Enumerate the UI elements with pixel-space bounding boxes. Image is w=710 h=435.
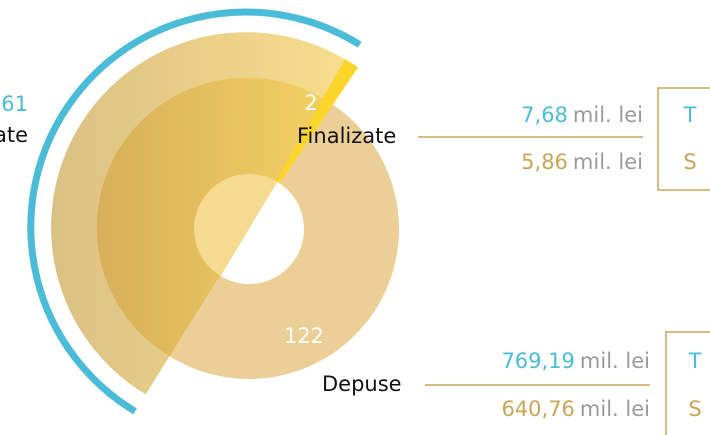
polar-chart: [27, 8, 399, 415]
value: 7,68: [521, 103, 568, 127]
hole-right: [220, 181, 304, 284]
box: [657, 87, 710, 191]
unit: mil. lei: [580, 349, 650, 373]
left-label: ate: [0, 123, 28, 147]
amount: 769,19 mil. lei: [501, 349, 650, 373]
amount: 5,86 mil. lei: [521, 150, 643, 174]
depuse-count: 122: [284, 324, 324, 348]
code: S: [683, 150, 696, 174]
finalizate-count: 2: [304, 91, 317, 115]
value: 640,76: [501, 397, 574, 421]
code: S: [688, 397, 701, 421]
unit: mil. lei: [573, 150, 643, 174]
depuse-label: Depuse: [322, 372, 402, 396]
amount: 7,68 mil. lei: [521, 103, 643, 127]
box: [665, 331, 710, 435]
value: 5,86: [521, 150, 568, 174]
value: 769,19: [501, 349, 574, 373]
finalizate-label: Finalizate: [297, 124, 396, 148]
amount: 640,76 mil. lei: [501, 397, 650, 421]
code: T: [688, 349, 702, 373]
code: T: [683, 103, 697, 127]
unit: mil. lei: [573, 103, 643, 127]
left-value: 61: [1, 92, 28, 116]
outer-arc: [27, 8, 362, 415]
unit: mil. lei: [580, 397, 650, 421]
